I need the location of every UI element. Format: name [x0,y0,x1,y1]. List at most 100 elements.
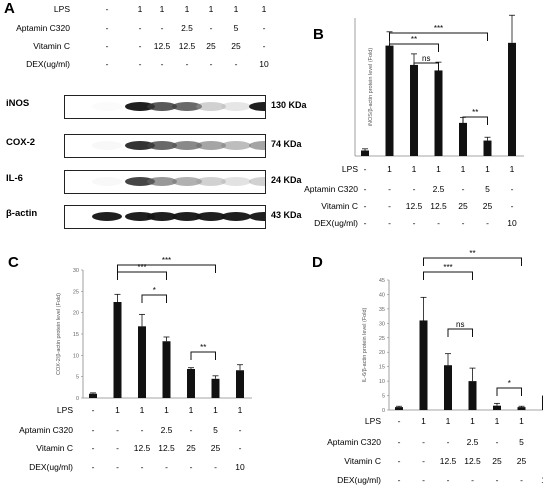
condition-value: 1 [446,416,451,426]
condition-value: 25 [211,443,221,453]
condition-row-label: LPS [57,405,73,415]
significance-label: ns [422,54,430,63]
condition-row-label: DEX(ug/ml) [337,475,381,485]
condition-value: - [92,425,95,435]
condition-row-label: LPS [342,164,358,174]
significance-bracket [141,294,167,303]
significance-bracket [190,351,216,360]
significance-bracket [423,271,473,280]
condition-value: - [447,437,450,447]
condition-row-label: Vitamin C [344,456,381,466]
condition-value: 1 [495,416,500,426]
y-tick-label: 45 [379,278,385,284]
protein-band [125,212,155,221]
condition-value: 25 [206,41,216,51]
protein-band [147,102,177,111]
significance-label: *** [162,256,171,265]
condition-value: 1 [115,405,120,415]
condition-row-label: Aptamin C320 [16,23,70,33]
significance-label: *** [434,24,443,33]
condition-value: 10 [541,475,543,485]
protein-band [196,141,226,150]
protein-band [172,212,202,221]
condition-value: - [422,456,425,466]
condition-value: 5 [485,184,490,194]
significance-bracket [413,62,439,71]
condition-value: - [364,164,367,174]
condition-value: 5 [213,425,218,435]
blot-strip [64,205,266,229]
condition-value: - [422,437,425,447]
condition-value: - [511,184,514,194]
bar [113,302,122,398]
condition-value: - [92,405,95,415]
condition-row-label: DEX(ug/ml) [29,462,73,472]
condition-value: 1 [213,405,218,415]
condition-value: - [398,456,401,466]
y-tick-label: 40 [379,292,385,298]
condition-value: 1 [510,164,515,174]
bar [138,326,146,398]
significance-bracket [423,257,522,266]
significance-bracket [117,271,167,280]
condition-value: 12.5 [440,456,457,466]
condition-value: - [190,462,193,472]
y-tick-label: 30 [73,268,79,274]
condition-row-label: LPS [365,416,381,426]
significance-bracket [389,32,488,41]
condition-value: 1 [137,4,143,14]
condition-value: - [234,59,238,69]
condition-value: 1 [140,405,145,415]
blot-label: COX-2 [6,137,36,148]
significance-bracket [462,116,488,125]
condition-value: 1 [485,164,490,174]
significance-label: ns [456,320,464,329]
blot-strip [64,134,266,158]
condition-value: - [141,462,144,472]
protein-band [249,141,265,150]
condition-row-label: LPS [53,4,70,14]
bar [395,407,403,410]
molecular-weight-label: 43 KDa [271,210,302,220]
protein-band [125,141,155,150]
condition-value: 2.5 [161,425,173,435]
condition-value: 1 [387,164,392,174]
protein-band [92,141,122,150]
y-tick-label: 20 [73,311,79,317]
condition-value: - [388,201,391,211]
y-tick-label: 30 [379,321,385,327]
significance-bracket [447,328,473,337]
condition-value: 25 [458,201,468,211]
condition-value: 10 [507,218,517,228]
panel-c-label: C [8,254,19,271]
protein-band [147,141,177,150]
condition-value: - [160,59,164,69]
bar [410,64,418,156]
significance-bracket [117,264,216,273]
condition-value: - [138,41,142,51]
condition-row-label: DEX(ug/ml) [26,59,70,69]
condition-value: - [447,475,450,485]
condition-value: 1 [238,405,243,415]
blot-label: IL-6 [6,173,23,184]
molecular-weight-label: 130 KDa [271,100,307,110]
condition-value: 25 [517,456,527,466]
condition-value: - [437,218,440,228]
panel-b-label: B [313,26,324,43]
bar [517,407,526,410]
condition-value: 10 [259,59,269,69]
y-tick-label: 5 [76,375,79,381]
condition-value: - [462,184,465,194]
condition-value: - [388,218,391,228]
blot-label: β-actin [6,208,38,219]
condition-value: - [116,443,119,453]
condition-value: - [239,443,242,453]
protein-band [221,102,251,111]
condition-value: 12.5 [430,201,447,211]
molecular-weight-label: 74 KDa [271,139,302,149]
condition-value: 12.5 [158,443,175,453]
significance-label: *** [443,263,452,272]
y-tick-label: 20 [379,350,385,356]
panel-a-label: A [4,0,15,17]
